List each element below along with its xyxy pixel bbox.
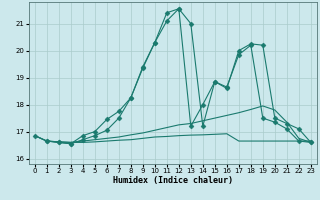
X-axis label: Humidex (Indice chaleur): Humidex (Indice chaleur) xyxy=(113,176,233,185)
